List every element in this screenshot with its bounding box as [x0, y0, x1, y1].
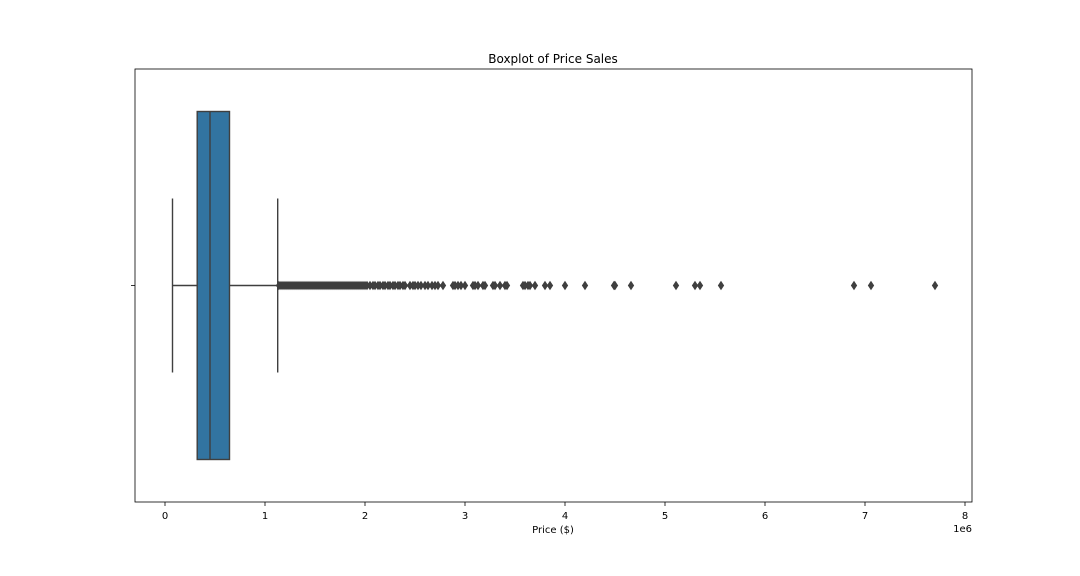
outlier-point: [439, 280, 447, 291]
outlier-point: [581, 280, 589, 291]
x-tick-label: 6: [762, 511, 768, 522]
outlier-point: [546, 280, 554, 291]
outlier-point: [461, 280, 469, 291]
x-tick-label: 2: [362, 511, 368, 522]
outlier-point: [481, 280, 489, 291]
outlier-point: [627, 280, 635, 291]
x-tick-label: 1: [262, 511, 268, 522]
outlier-point: [526, 280, 534, 291]
outlier-point: [850, 280, 858, 291]
outlier-point: [496, 280, 504, 291]
outlier-point: [867, 280, 875, 291]
x-axis: 0 1 2 3 4 5 6 7 8: [131, 285, 968, 522]
x-tick-label: 5: [662, 511, 668, 522]
x-tick-label: 7: [862, 511, 868, 522]
outlier-point: [561, 280, 569, 291]
outlier-point: [696, 280, 704, 291]
outlier-point: [531, 280, 539, 291]
outlier-point: [491, 280, 499, 291]
outlier-point: [401, 280, 409, 291]
x-tick-label: 8: [962, 511, 968, 522]
outlier-point: [931, 280, 939, 291]
chart-title: Boxplot of Price Sales: [488, 52, 618, 66]
outlier-point: [434, 280, 442, 291]
plot-area: [171, 110, 939, 461]
outlier-point: [691, 280, 699, 291]
x-tick-label: 3: [462, 511, 468, 522]
outlier-point: [672, 280, 680, 291]
iqr-box: [196, 110, 231, 461]
outlier-point: [474, 280, 482, 291]
outlier-point: [611, 280, 619, 291]
x-axis-offset-label: 1e6: [953, 524, 972, 535]
x-tick-label: 4: [562, 511, 568, 522]
outlier-point: [541, 280, 549, 291]
outlier-point: [717, 280, 725, 291]
x-tick-label: 0: [162, 511, 168, 522]
outlier-point: [503, 280, 511, 291]
x-axis-label: Price ($): [532, 525, 574, 536]
